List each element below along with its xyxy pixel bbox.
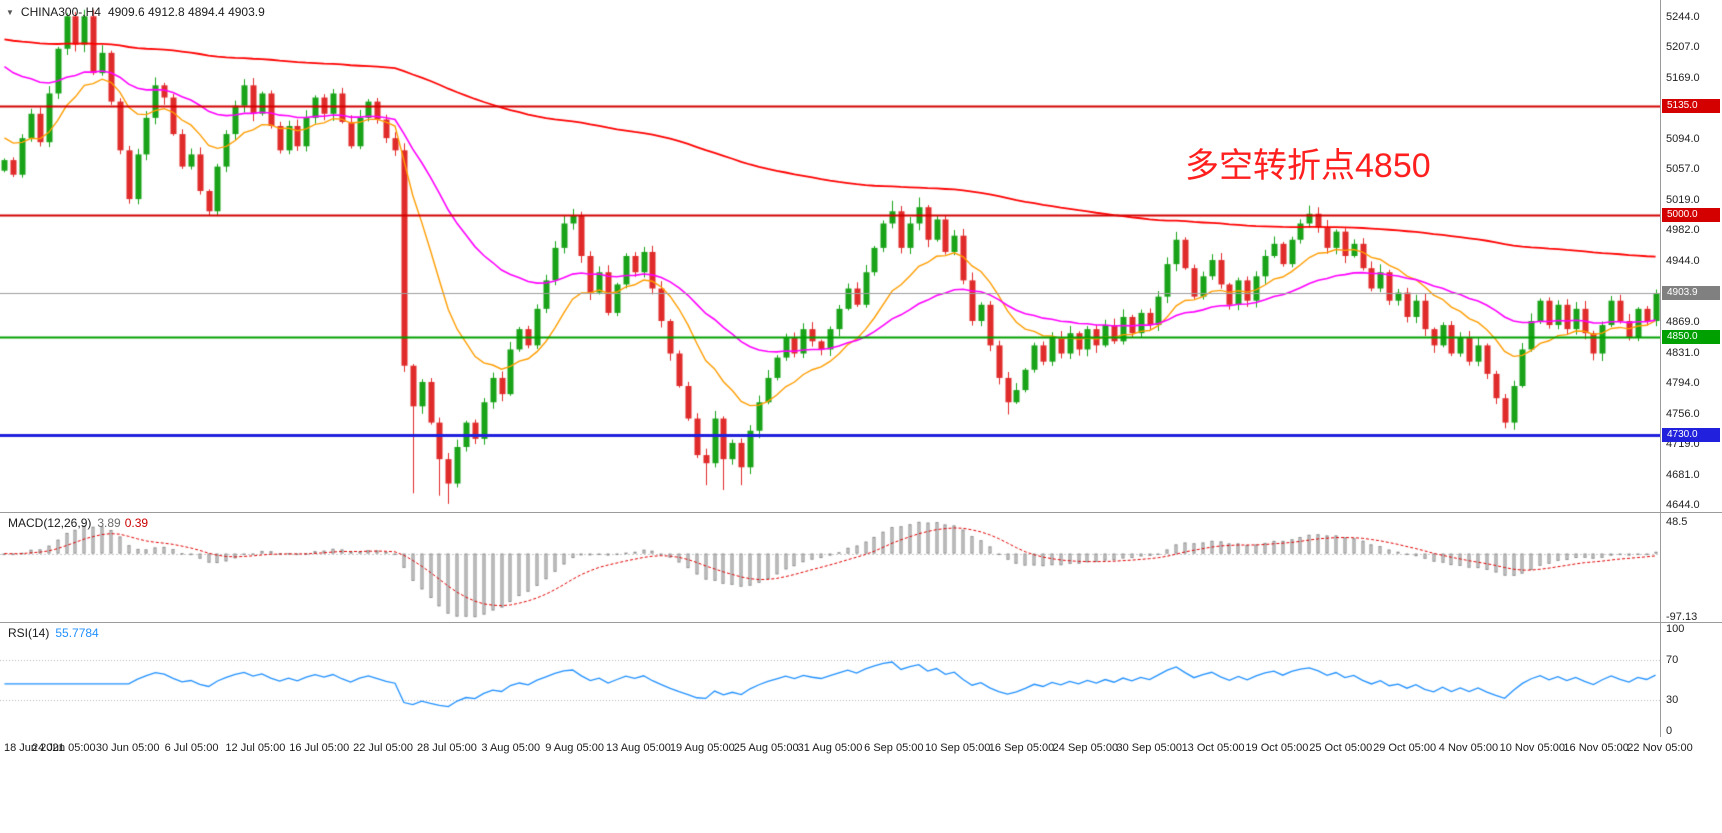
- time-axis-label: 16 Nov 05:00: [1563, 742, 1629, 754]
- symbol-label: CHINA300-,H4: [20, 5, 101, 19]
- price-axis-tick: 4756.0: [1666, 407, 1700, 420]
- rsi-panel-separator[interactable]: [0, 622, 1722, 623]
- symbol-dropdown-icon[interactable]: ▼: [6, 7, 14, 17]
- time-axis-label: 24 Jun 05:00: [32, 742, 96, 754]
- time-axis-label: 13 Aug 05:00: [606, 742, 671, 754]
- time-axis-label: 22 Jul 05:00: [353, 742, 414, 754]
- time-axis-label: 29 Oct 05:00: [1373, 742, 1437, 754]
- price-line-badge: 4730.0: [1662, 427, 1720, 442]
- time-axis-label: 10 Nov 05:00: [1499, 742, 1566, 754]
- time-axis-label: 12 Jul 05:00: [225, 742, 286, 754]
- time-axis-label: 25 Aug 05:00: [733, 742, 799, 754]
- ohlc-readout: 4909.6 4912.8 4894.4 4903.9: [107, 5, 265, 19]
- price-axis-tick: 4944.0: [1666, 254, 1700, 267]
- time-axis-label: 22 Nov 05:00: [1627, 742, 1693, 754]
- time-axis-label: 31 Aug 05:00: [797, 742, 863, 754]
- macd-axis-tick: 48.5: [1666, 515, 1688, 528]
- price-line-badge: 5135.0: [1662, 98, 1720, 113]
- time-axis-label: 30 Jun 05:00: [95, 742, 160, 754]
- price-axis-tick: 4869.0: [1666, 315, 1700, 328]
- macd-signal-value: 0.39: [124, 516, 149, 530]
- price-axis[interactable]: 5244.0 5207.0 5169.0 5094.0 5057.0 5019.0 4982…: [1660, 0, 1722, 737]
- macd-axis-tick: -97.13: [1666, 611, 1698, 624]
- time-axis-label: 3 Aug 05:00: [481, 742, 541, 754]
- rsi-axis-tick: 30: [1666, 694, 1679, 707]
- macd-label-row: MACD(12,26,9) 3.89 0.39: [8, 516, 148, 530]
- time-axis-label: 16 Jul 05:00: [289, 742, 350, 754]
- price-axis-tick: 4644.0: [1666, 498, 1700, 511]
- time-axis-label: 9 Aug 05:00: [545, 742, 604, 754]
- rsi-axis-tick: 70: [1666, 653, 1679, 666]
- time-axis-label: 4 Nov 05:00: [1438, 742, 1499, 754]
- macd-main-value: 3.89: [97, 516, 121, 530]
- time-axis-label: 10 Sep 05:00: [924, 742, 991, 754]
- time-axis-label: 16 Sep 05:00: [988, 742, 1055, 754]
- time-axis-label: 19 Oct 05:00: [1245, 742, 1309, 754]
- price-axis-tick: 4831.0: [1666, 346, 1700, 359]
- price-axis-tick: 4794.0: [1666, 376, 1700, 389]
- price-axis-tick: 5169.0: [1666, 72, 1700, 85]
- rsi-label: RSI(14): [8, 626, 50, 640]
- current-price-badge: 4903.9: [1662, 286, 1720, 301]
- time-axis-label: 18 Jun 2021: [4, 742, 65, 754]
- chart-header: ▼ CHINA300-,H4 4909.6 4912.8 4894.4 4903…: [6, 5, 265, 19]
- price-axis-tick: 4982.0: [1666, 223, 1700, 236]
- time-axis-label: 6 Jul 05:00: [164, 742, 219, 754]
- price-axis-tick: 4681.0: [1666, 468, 1700, 481]
- rsi-label-row: RSI(14) 55.7784: [8, 626, 99, 640]
- time-axis-label: 13 Oct 05:00: [1181, 742, 1245, 754]
- price-line-badge: 4850.0: [1662, 330, 1720, 345]
- price-axis-tick: 5019.0: [1666, 193, 1700, 206]
- price-axis-tick: 5094.0: [1666, 132, 1700, 145]
- annotation-text[interactable]: 多空转折点4850: [1185, 147, 1431, 185]
- time-axis-label: 28 Jul 05:00: [416, 742, 477, 754]
- rsi-axis-tick: 0: [1666, 725, 1673, 737]
- price-chart-canvas[interactable]: [0, 0, 1660, 737]
- time-axis-label: 6 Sep 05:00: [864, 742, 924, 754]
- time-axis-label: 25 Oct 05:00: [1309, 742, 1373, 754]
- time-axis-label: 30 Sep 05:00: [1116, 742, 1182, 754]
- macd-panel-separator[interactable]: [0, 512, 1722, 513]
- time-axis-label: 19 Aug 05:00: [669, 742, 735, 754]
- time-axis[interactable]: 18 Jun 2021 24 Jun 05:00 30 Jun 05:00 6 Jul…: [0, 737, 1722, 761]
- price-line-badge: 5000.0: [1662, 208, 1720, 223]
- macd-label: MACD(12,26,9): [8, 516, 92, 530]
- price-axis-tick: 5244.0: [1666, 11, 1700, 24]
- price-axis-tick: 5057.0: [1666, 163, 1700, 176]
- rsi-axis-tick: 100: [1666, 623, 1685, 635]
- price-axis-tick: 5207.0: [1666, 41, 1700, 54]
- rsi-value: 55.7784: [55, 626, 99, 640]
- time-axis-label: 24 Sep 05:00: [1052, 742, 1119, 754]
